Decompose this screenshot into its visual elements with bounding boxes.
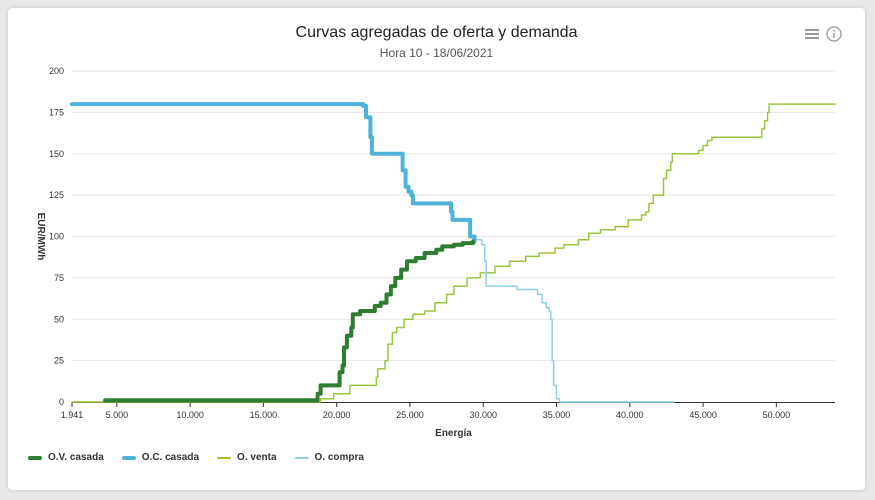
x-tick-label: 45.000 [689,410,717,420]
info-icon[interactable] [826,26,842,42]
x-tick-label: 25.000 [396,410,424,420]
x-tick-label: 10.000 [176,410,204,420]
y-tick-label: 100 [49,232,64,242]
x-tick-label: 50.000 [763,410,791,420]
legend-swatch [28,455,42,460]
legend-label: O.V. casada [48,452,104,463]
y-tick-label: 50 [54,314,64,324]
y-tick-label: 150 [49,149,64,159]
legend-item[interactable]: O.V. casada [28,452,104,463]
x-tick-label: 20.000 [323,410,351,420]
y-tick-label: 25 [54,356,64,366]
chart-title: Curvas agregadas de oferta y demanda [295,24,578,41]
chart-legend: O.V. casada O.C. casada O. venta O. compra [28,452,364,463]
x-tick-label: 15.000 [250,410,278,420]
y-axis-label: EUR/MWh [35,213,46,261]
x-axis-label: Energía [435,428,472,439]
legend-swatch [294,456,309,459]
series-layer [70,102,836,403]
y-tick-label: 0 [59,397,64,407]
y-tick-label: 175 [49,107,64,117]
grid-layer [72,70,835,362]
series-line-o-c-casada[interactable] [70,102,477,244]
y-tick-label: 75 [54,273,64,283]
x-tick-label: 30.000 [469,410,497,420]
series-line-o-v-casada[interactable] [103,239,475,403]
y-tick-label: 125 [49,190,64,200]
y-tick-label: 200 [49,66,64,76]
x-tick-label: 5.000 [106,410,129,420]
axis-layer: 0 25 50 75 100 125 150 175 200 1.941 5.000 10.000 15… [49,66,835,420]
legend-label: O.C. casada [141,452,200,463]
legend-label: O. compra [314,452,364,463]
chart-subtitle: Hora 10 - 18/06/2021 [379,46,494,60]
x-tick-label: 1.941 [61,410,84,420]
legend-item[interactable]: O.C. casada [121,452,200,463]
x-tick-label: 40.000 [616,410,644,420]
chart-card: Curvas agregadas de oferta y demanda Hor… [8,8,865,490]
legend-item[interactable]: O. compra [294,452,364,463]
menu-icon[interactable] [804,26,820,42]
legend-item[interactable]: O. venta [217,452,277,463]
legend-label: O. venta [237,452,277,463]
legend-swatch [217,456,232,459]
x-tick-label: 35.000 [543,410,571,420]
series-line-o-venta[interactable] [71,103,836,403]
chart-plot: 0 25 50 75 100 125 150 175 200 1.941 5.000 10.000 15… [35,66,836,439]
legend-swatch [121,455,136,460]
